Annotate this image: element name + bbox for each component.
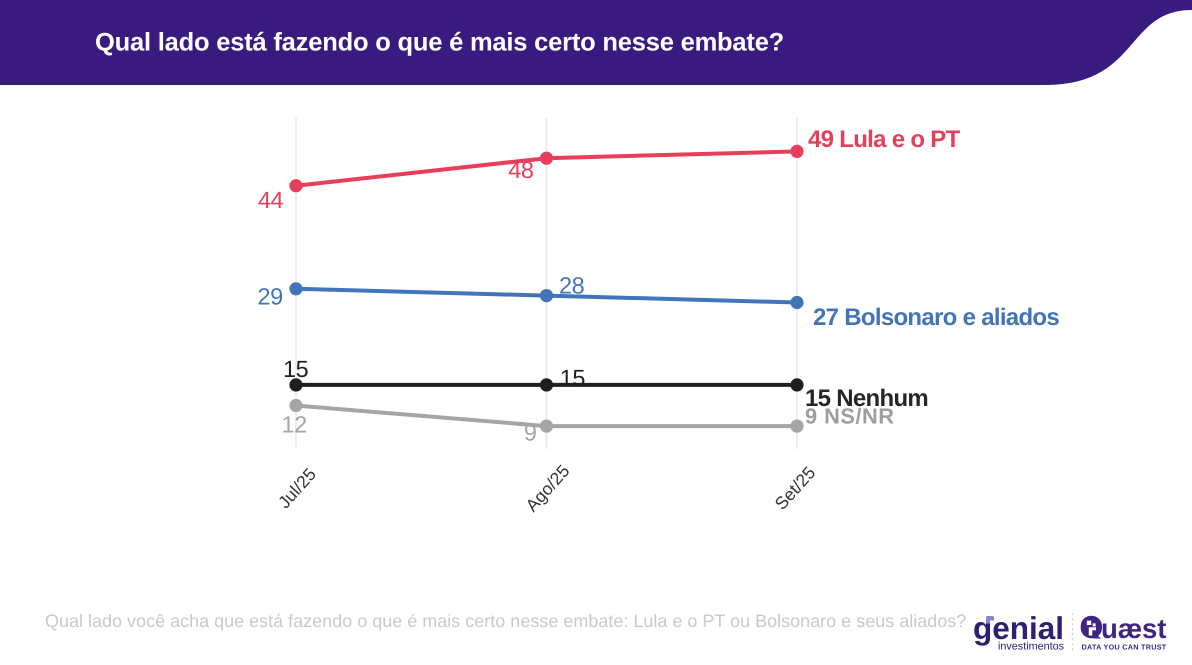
svg-text:uæst: uæst: [1101, 613, 1166, 644]
svg-text:Set/25: Set/25: [771, 463, 820, 514]
svg-text:investimentos: investimentos: [998, 641, 1065, 653]
svg-text:Qual lado está fazendo o que é: Qual lado está fazendo o que é mais cert…: [95, 29, 784, 57]
svg-text:15 Nenhum: 15 Nenhum: [805, 385, 928, 412]
svg-text:Jul/25: Jul/25: [274, 464, 320, 512]
svg-text:15: 15: [560, 365, 586, 391]
svg-text:9: 9: [524, 419, 537, 445]
svg-text:29: 29: [258, 284, 283, 310]
svg-text:Ago/25: Ago/25: [521, 461, 573, 516]
svg-text:48: 48: [508, 157, 534, 183]
svg-text:49 Lula e o PT: 49 Lula e o PT: [808, 126, 961, 153]
svg-text:44: 44: [258, 187, 284, 213]
svg-text:15: 15: [283, 356, 309, 382]
svg-text:DATA YOU CAN TRUST: DATA YOU CAN TRUST: [1082, 643, 1167, 652]
svg-text:27 Bolsonaro e aliados: 27 Bolsonaro e aliados: [813, 304, 1059, 331]
svg-text:12: 12: [282, 412, 307, 438]
svg-text:28: 28: [559, 273, 585, 299]
svg-text:Qual lado você acha que está f: Qual lado você acha que está fazendo o q…: [45, 611, 966, 631]
svg-text:9 NS/NR: 9 NS/NR: [805, 404, 895, 429]
